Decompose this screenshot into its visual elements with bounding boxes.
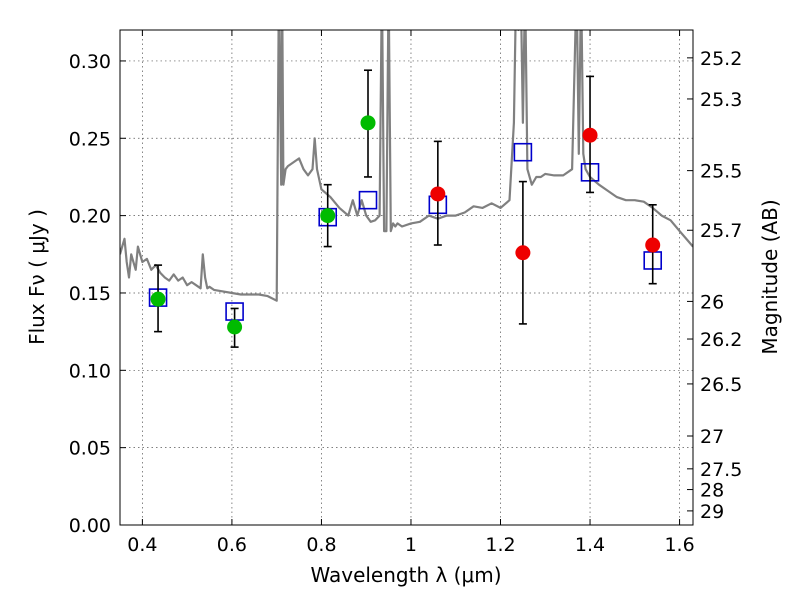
right-tick-label: 27 bbox=[700, 426, 724, 448]
spectrum-line bbox=[120, 30, 693, 302]
right-axis-label: Magnitude (AB) bbox=[758, 199, 782, 354]
red-data-point bbox=[645, 237, 661, 253]
green-data-point bbox=[150, 291, 166, 307]
right-tick-label: 27.5 bbox=[700, 459, 742, 481]
x-tick-label: 1 bbox=[405, 534, 417, 556]
y-tick-label: 0.15 bbox=[69, 283, 111, 305]
model-square-marker bbox=[513, 142, 533, 162]
x-tick-label: 0.6 bbox=[217, 534, 247, 556]
x-tick-label: 1.6 bbox=[664, 534, 694, 556]
x-tick-label: 0.4 bbox=[127, 534, 157, 556]
red-data-point bbox=[582, 127, 598, 143]
y-axis-label: Flux Fν ( μJy ) bbox=[25, 209, 49, 345]
right-tick-label: 25.5 bbox=[700, 161, 742, 183]
red-data-point bbox=[430, 186, 446, 202]
plot-frame bbox=[119, 29, 694, 526]
right-tick-label: 25.3 bbox=[700, 89, 742, 111]
y-tick-label: 0.20 bbox=[69, 206, 111, 228]
right-tick-label: 25.7 bbox=[700, 220, 742, 242]
model-square-marker bbox=[358, 190, 378, 210]
y-tick-label: 0.25 bbox=[69, 128, 111, 150]
green-data-point bbox=[227, 319, 243, 335]
x-tick-label: 1.2 bbox=[485, 534, 515, 556]
green-data-point bbox=[360, 115, 376, 131]
right-tick-label: 26.2 bbox=[700, 329, 742, 351]
right-tick-label: 29 bbox=[700, 501, 724, 523]
y-tick-label: 0.10 bbox=[69, 360, 111, 382]
right-tick-label: 26.5 bbox=[700, 374, 742, 396]
y-axis-ticks: 0.00 0.05 0.10 0.15 0.20 0.25 0.30 bbox=[69, 51, 126, 537]
x-axis-label: Wavelength λ (μm) bbox=[310, 563, 501, 587]
markers-layer bbox=[148, 69, 663, 348]
x-axis-ticks: 0.4 0.6 0.8 1 1.2 1.4 1.6 bbox=[127, 30, 695, 556]
y-tick-label: 0.30 bbox=[69, 51, 111, 73]
x-tick-label: 0.8 bbox=[306, 534, 336, 556]
red-data-point bbox=[515, 245, 531, 261]
right-tick-label: 28 bbox=[700, 480, 724, 502]
y-tick-label: 0.05 bbox=[69, 438, 111, 460]
x-tick-label: 1.4 bbox=[575, 534, 605, 556]
right-tick-label: 26 bbox=[700, 291, 724, 313]
spectrum-layer bbox=[120, 30, 693, 302]
y-tick-label: 0.00 bbox=[69, 515, 111, 537]
right-tick-label: 25.2 bbox=[700, 48, 742, 70]
green-data-point bbox=[320, 208, 336, 224]
